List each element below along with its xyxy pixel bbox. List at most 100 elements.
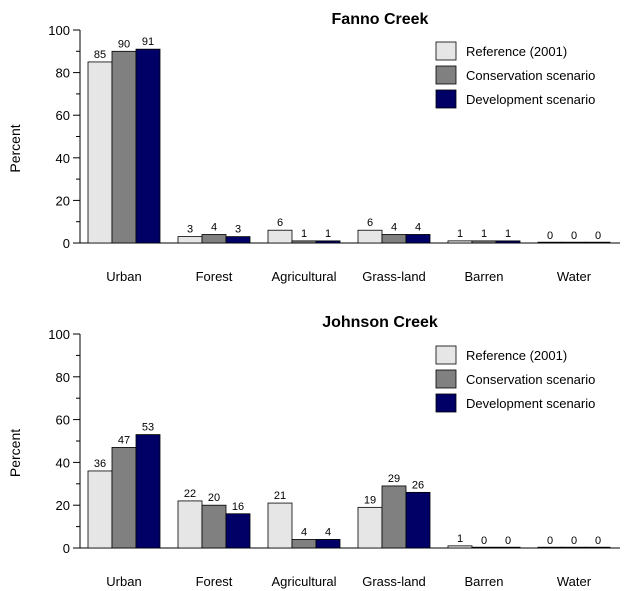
data-label: 0 — [481, 535, 487, 547]
legend-swatch — [435, 393, 457, 413]
bar — [585, 241, 611, 244]
y-tick-label: 0 — [63, 541, 70, 556]
data-label: 4 — [391, 221, 397, 233]
y-tick-label: 0 — [63, 236, 70, 251]
legend-label: Reference (2001) — [466, 44, 567, 59]
bar — [267, 229, 293, 244]
bar — [537, 546, 563, 549]
data-label: 85 — [94, 49, 106, 61]
data-label: 4 — [301, 526, 307, 538]
bar — [357, 506, 383, 549]
category-label: Grass-land — [362, 269, 426, 284]
data-label: 1 — [481, 228, 487, 240]
y-tick-label: 20 — [56, 193, 70, 208]
data-label: 1 — [457, 228, 463, 240]
data-label: 0 — [571, 230, 577, 242]
bar — [447, 545, 473, 549]
data-label: 0 — [595, 230, 601, 242]
chart-title: Johnson Creek — [322, 314, 438, 331]
data-label: 0 — [547, 230, 553, 242]
bar — [381, 485, 407, 549]
category-label: Urban — [106, 574, 141, 589]
legend-label: Conservation scenario — [466, 372, 595, 387]
data-label: 16 — [232, 501, 244, 513]
bar — [561, 546, 587, 549]
bar — [495, 546, 521, 549]
category-label: Forest — [196, 574, 233, 589]
data-label: 6 — [277, 217, 283, 229]
data-label: 4 — [211, 221, 217, 233]
data-label: 4 — [415, 221, 421, 233]
bar — [315, 240, 341, 244]
data-label: 3 — [187, 224, 193, 236]
data-label: 4 — [325, 526, 331, 538]
bar — [291, 240, 317, 244]
chart-2: Johnson Creek020406080100PercentUrban364… — [7, 314, 620, 589]
category-label: Barren — [464, 269, 503, 284]
bar — [447, 240, 473, 244]
y-tick-label: 40 — [56, 455, 70, 470]
data-label: 0 — [595, 535, 601, 547]
bar — [111, 50, 137, 244]
data-label: 0 — [505, 535, 511, 547]
bar — [471, 240, 497, 244]
y-tick-label: 80 — [56, 66, 70, 81]
y-tick-label: 20 — [56, 498, 70, 513]
y-tick-label: 100 — [48, 23, 70, 38]
bar — [87, 470, 113, 549]
data-label: 0 — [571, 535, 577, 547]
y-axis-label: Percent — [7, 429, 23, 477]
bar — [135, 434, 161, 549]
data-label: 47 — [118, 434, 130, 446]
data-label: 1 — [325, 228, 331, 240]
data-label: 91 — [142, 36, 154, 48]
bar — [315, 539, 341, 549]
y-tick-label: 60 — [56, 413, 70, 428]
chart-title: Fanno Creek — [332, 11, 429, 28]
bar — [381, 234, 407, 244]
bar — [495, 240, 521, 244]
bar — [471, 546, 497, 549]
data-label: 1 — [301, 228, 307, 240]
data-label: 1 — [505, 228, 511, 240]
data-label: 0 — [547, 535, 553, 547]
bar — [537, 241, 563, 244]
category-label: Grass-land — [362, 574, 426, 589]
bar — [357, 229, 383, 244]
data-label: 1 — [457, 533, 463, 545]
bar — [405, 491, 431, 549]
data-label: 6 — [367, 217, 373, 229]
data-label: 29 — [388, 473, 400, 485]
category-label: Barren — [464, 574, 503, 589]
category-label: Forest — [196, 269, 233, 284]
y-tick-label: 60 — [56, 108, 70, 123]
bar — [87, 61, 113, 244]
category-label: Water — [557, 574, 592, 589]
legend-swatch — [435, 65, 457, 85]
y-axis-label: Percent — [7, 124, 23, 172]
data-label: 21 — [274, 490, 286, 502]
legend-swatch — [435, 369, 457, 389]
bar — [201, 504, 227, 549]
bar — [267, 502, 293, 549]
data-label: 19 — [364, 494, 376, 506]
legend-swatch — [435, 345, 457, 365]
bar — [135, 48, 161, 244]
category-label: Urban — [106, 269, 141, 284]
bar — [177, 500, 203, 549]
bar — [291, 539, 317, 549]
y-tick-label: 40 — [56, 151, 70, 166]
data-label: 90 — [118, 38, 130, 50]
legend-swatch — [435, 41, 457, 61]
legend-label: Conservation scenario — [466, 68, 595, 83]
legend-label: Reference (2001) — [466, 348, 567, 363]
bar — [405, 234, 431, 244]
data-label: 26 — [412, 479, 424, 491]
data-label: 36 — [94, 458, 106, 470]
legend-label: Development scenario — [466, 92, 595, 107]
y-tick-label: 100 — [48, 327, 70, 342]
bar — [225, 513, 251, 549]
data-label: 22 — [184, 488, 196, 500]
y-tick-label: 80 — [56, 370, 70, 385]
